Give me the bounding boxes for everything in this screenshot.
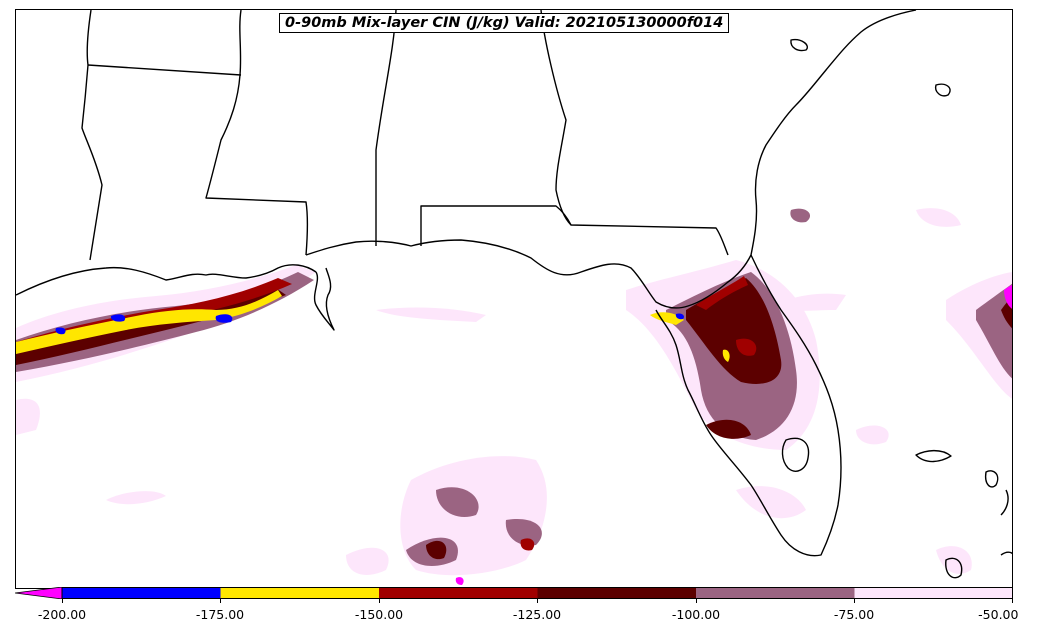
colorbar-tickmark [854,599,855,603]
colorbar-tickmark [537,599,538,603]
colorbar-tick-label: -100.00 [671,607,721,622]
colorbar-tick-label: -50.00 [978,607,1019,622]
colorbar-segment [854,587,1013,599]
colorbar-tickmark [696,599,697,603]
colorbar-segment [537,587,696,599]
colorbar-segment [379,587,538,599]
colorbar-tickmark [1012,599,1013,603]
cin-map [16,10,1012,585]
cin-magenta-areas [455,284,1012,585]
colorbar-extend-triangle [15,587,63,599]
colorbar-tickmark [220,599,221,603]
colorbar-tick-label: -75.00 [833,607,875,622]
colorbar-outline [61,587,1013,599]
map-outlines [16,10,1012,579]
colorbar-tick-label: -150.00 [354,607,404,622]
map-title: 0-90mb Mix-layer CIN (J/kg) Valid: 20210… [279,13,730,33]
map-panel [15,9,1013,589]
colorbar-tick-label: -200.00 [37,607,87,622]
colorbar-segment [696,587,855,599]
colorbar-tickmark [379,599,380,603]
colorbar-tick-label: -125.00 [512,607,562,622]
colorbar-tickmark [62,599,63,603]
colorbar-segment [62,587,221,599]
colorbar-segment [220,587,379,599]
colorbar-tick-label: -175.00 [195,607,245,622]
cin-blue-areas [55,313,685,335]
colorbar [15,587,1013,599]
